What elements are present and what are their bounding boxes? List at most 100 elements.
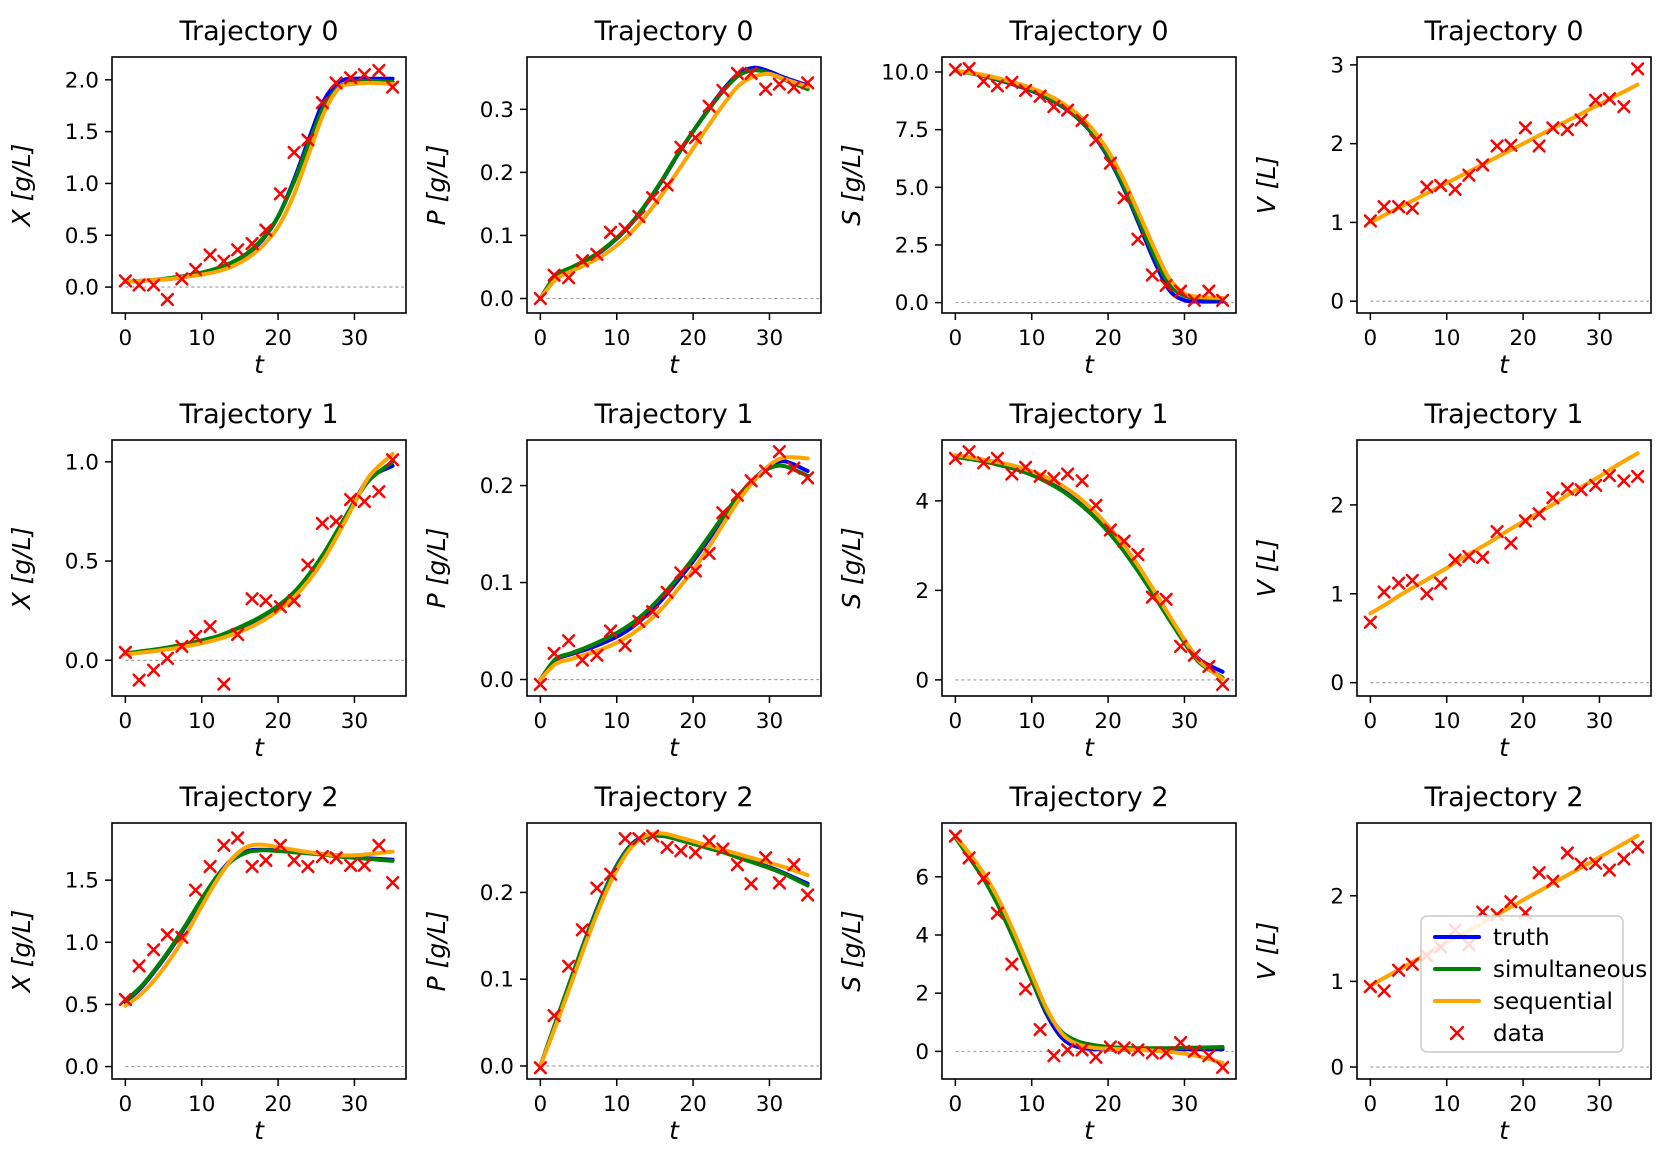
subplot-2-S-Trajectory0: 0.0 2.5 5.0 7.5 10.0 0 10 20 30 Trajectory 0 S [g/… xyxy=(837,16,1237,379)
axes-frame xyxy=(1356,822,1652,1080)
x-tick-label: 10 xyxy=(188,709,215,734)
x-tick-label: 30 xyxy=(756,326,783,351)
plot-title: Trajectory 1 xyxy=(178,399,338,430)
plot-title: Trajectory 1 xyxy=(1008,399,1168,430)
x-axis-label: t xyxy=(1499,1116,1510,1145)
y-tick-label: 2.5 xyxy=(895,233,929,258)
y-axis-label: V [L] xyxy=(1252,922,1281,980)
x-tick-label: 20 xyxy=(1094,1092,1121,1117)
y-axis-label: S [g/L] xyxy=(837,910,866,992)
x-axis-label: t xyxy=(254,733,265,762)
x-tick-label: 30 xyxy=(1586,1092,1613,1117)
curve-truth xyxy=(123,463,395,657)
x-tick-label: 10 xyxy=(603,1092,630,1117)
curve-truth xyxy=(953,68,1225,304)
y-tick-label: 2.0 xyxy=(65,68,99,93)
y-tick-label: 0.0 xyxy=(65,276,99,301)
y-axis-label: S [g/L] xyxy=(837,527,866,609)
data-markers xyxy=(118,63,400,307)
plot-title: Trajectory 1 xyxy=(1423,399,1583,430)
subplot-6-S-Trajectory1: 0 2 4 0 10 20 30 Trajectory 1 S [g/L] t xyxy=(837,399,1237,762)
x-tick-label: 0 xyxy=(534,326,548,351)
x-axis-label: t xyxy=(1084,1116,1095,1145)
axes-frame xyxy=(111,439,407,697)
y-tick-label: 0 xyxy=(1330,671,1344,696)
x-axis-label: t xyxy=(669,350,680,379)
x-tick-label: 30 xyxy=(1171,709,1198,734)
y-tick-label: 0.0 xyxy=(480,1054,514,1079)
x-tick-label: 0 xyxy=(949,326,963,351)
y-tick-label: 0.0 xyxy=(895,291,929,316)
x-tick-label: 30 xyxy=(756,1092,783,1117)
curve-sequential xyxy=(953,68,1225,300)
y-tick-label: 1.5 xyxy=(65,120,99,145)
y-tick-label: 2 xyxy=(1330,132,1344,157)
x-axis-label: t xyxy=(1084,350,1095,379)
x-axis-label: t xyxy=(1499,350,1510,379)
plot-title: Trajectory 0 xyxy=(1423,16,1583,47)
x-tick-label: 10 xyxy=(603,709,630,734)
subplot-9-P-Trajectory2: 0.0 0.1 0.2 0 10 20 30 Trajectory 2 P [g/L] t xyxy=(422,782,822,1145)
y-tick-label: 3 xyxy=(1330,53,1344,78)
x-tick-label: 0 xyxy=(119,709,133,734)
x-tick-label: 0 xyxy=(1364,709,1378,734)
y-tick-label: 0.0 xyxy=(65,649,99,674)
curve-sequential xyxy=(538,455,810,682)
axes-frame xyxy=(526,439,822,697)
y-tick-label: 4 xyxy=(915,489,929,514)
x-tick-label: 10 xyxy=(1018,709,1045,734)
y-tick-label: 1.5 xyxy=(65,869,99,894)
data-markers xyxy=(1363,62,1645,228)
plot-title: Trajectory 1 xyxy=(593,399,753,430)
axes-frame xyxy=(526,822,822,1080)
y-tick-label: 6 xyxy=(915,865,929,890)
y-axis-label: V [L] xyxy=(1252,156,1281,214)
x-tick-label: 10 xyxy=(1433,709,1460,734)
x-tick-label: 20 xyxy=(1509,709,1536,734)
legend-label-truth: truth xyxy=(1493,925,1550,951)
curve-truth xyxy=(123,847,395,1004)
x-tick-label: 20 xyxy=(1094,709,1121,734)
curve-sequential xyxy=(953,834,1225,1065)
curve-sequential xyxy=(123,842,395,1008)
y-tick-label: 0.5 xyxy=(65,224,99,249)
y-tick-label: 0 xyxy=(915,1040,929,1065)
curve-sequential xyxy=(538,831,810,1068)
x-tick-label: 20 xyxy=(679,1092,706,1117)
axes-frame xyxy=(941,56,1237,314)
axes-frame xyxy=(1356,439,1652,697)
y-tick-label: 0.1 xyxy=(480,571,514,596)
data-markers xyxy=(948,829,1230,1075)
x-tick-label: 20 xyxy=(679,709,706,734)
subplot-cell: 0.0 2.5 5.0 7.5 10.0 0 10 20 30 Trajectory 0 S [g/… xyxy=(830,0,1245,383)
x-tick-label: 0 xyxy=(534,1092,548,1117)
y-tick-label: 4 xyxy=(915,924,929,949)
y-tick-label: 0.3 xyxy=(480,98,514,123)
curve-sequential xyxy=(123,80,395,284)
axes-frame xyxy=(111,56,407,314)
y-tick-label: 1.0 xyxy=(65,450,99,475)
plot-title: Trajectory 2 xyxy=(1423,782,1583,813)
x-tick-label: 10 xyxy=(188,326,215,351)
y-axis-label: S [g/L] xyxy=(837,144,866,226)
subplot-cell: 0.0 0.5 1.0 0 10 20 30 Trajectory 1 X [g/L] t xyxy=(0,383,415,766)
y-tick-label: 2 xyxy=(1330,884,1344,909)
subplot-cell: 0.0 0.1 0.2 0 10 20 30 Trajectory 1 P [g/L] t xyxy=(415,383,830,766)
legend-marker-data xyxy=(1449,1025,1465,1041)
plot-title: Trajectory 2 xyxy=(1008,782,1168,813)
subplot-5-P-Trajectory1: 0.0 0.1 0.2 0 10 20 30 Trajectory 1 P [g/L] t xyxy=(422,399,822,762)
legend-box xyxy=(1420,915,1624,1053)
curve-simultaneous xyxy=(538,833,810,1068)
data-markers xyxy=(118,453,400,691)
subplot-10-S-Trajectory2: 0 2 4 6 0 10 20 30 Trajectory 2 S [g/L] t xyxy=(837,782,1237,1145)
y-tick-label: 7.5 xyxy=(895,118,929,143)
x-tick-label: 30 xyxy=(341,1092,368,1117)
y-tick-label: 0 xyxy=(1330,1056,1344,1081)
x-tick-label: 10 xyxy=(603,326,630,351)
y-tick-label: 0.2 xyxy=(480,474,514,499)
legend-label-data: data xyxy=(1493,1021,1545,1047)
x-tick-label: 10 xyxy=(1433,326,1460,351)
x-tick-label: 10 xyxy=(1433,1092,1460,1117)
curve-simultaneous xyxy=(953,68,1225,301)
